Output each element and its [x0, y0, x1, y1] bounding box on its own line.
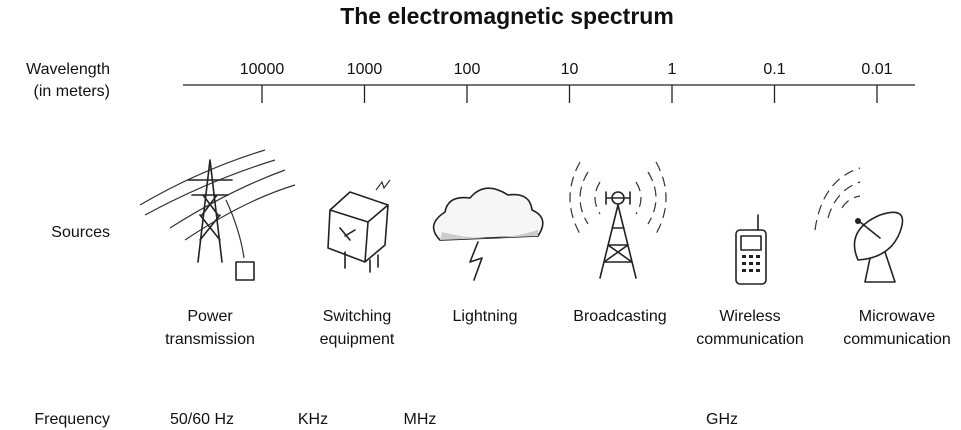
frequency-value: MHz	[404, 411, 437, 428]
frequency-value: GHz	[706, 411, 738, 428]
source-label: Lightning	[453, 308, 518, 325]
source-label: Broadcasting	[573, 308, 666, 325]
title: The electromagnetic spectrum	[340, 3, 674, 29]
source-label: communication	[843, 331, 951, 348]
frequency-labels: 50/60 Hz KHz MHz GHz	[170, 411, 738, 428]
source-label: Power	[187, 308, 233, 325]
broadcast-icon	[570, 162, 666, 278]
source-label: transmission	[165, 331, 255, 348]
wavelength-unit: (in meters)	[34, 83, 110, 100]
tick-label: 1	[668, 61, 677, 78]
sources-label: Sources	[51, 224, 110, 241]
dish-icon	[815, 168, 903, 282]
frequency-value: KHz	[298, 411, 328, 428]
ticks: 10000 1000 100 10 1 0.1 0.01	[240, 61, 893, 103]
source-label: Wireless	[719, 308, 780, 325]
lightning-icon	[434, 188, 543, 280]
frequency-label: Frequency	[34, 411, 110, 428]
switching-icon	[328, 180, 390, 272]
source-label: equipment	[320, 331, 395, 348]
phone-icon	[736, 215, 766, 284]
frequency-value: 50/60 Hz	[170, 411, 234, 428]
tick-label: 10000	[240, 61, 285, 78]
source-label: Microwave	[859, 308, 936, 325]
tick-label: 10	[561, 61, 579, 78]
source-labels: Power transmission Switching equipment Light…	[165, 308, 951, 348]
wavelength-label: Wavelength	[26, 61, 110, 78]
source-label: Switching	[323, 308, 391, 325]
tick-label: 0.1	[763, 61, 785, 78]
source-label: communication	[696, 331, 804, 348]
tick-label: 0.01	[861, 61, 892, 78]
tick-label: 1000	[347, 61, 383, 78]
power-icon	[140, 150, 295, 280]
spectrum-diagram: The electromagnetic spectrum Wavelength …	[0, 0, 961, 430]
tick-label: 100	[454, 61, 481, 78]
